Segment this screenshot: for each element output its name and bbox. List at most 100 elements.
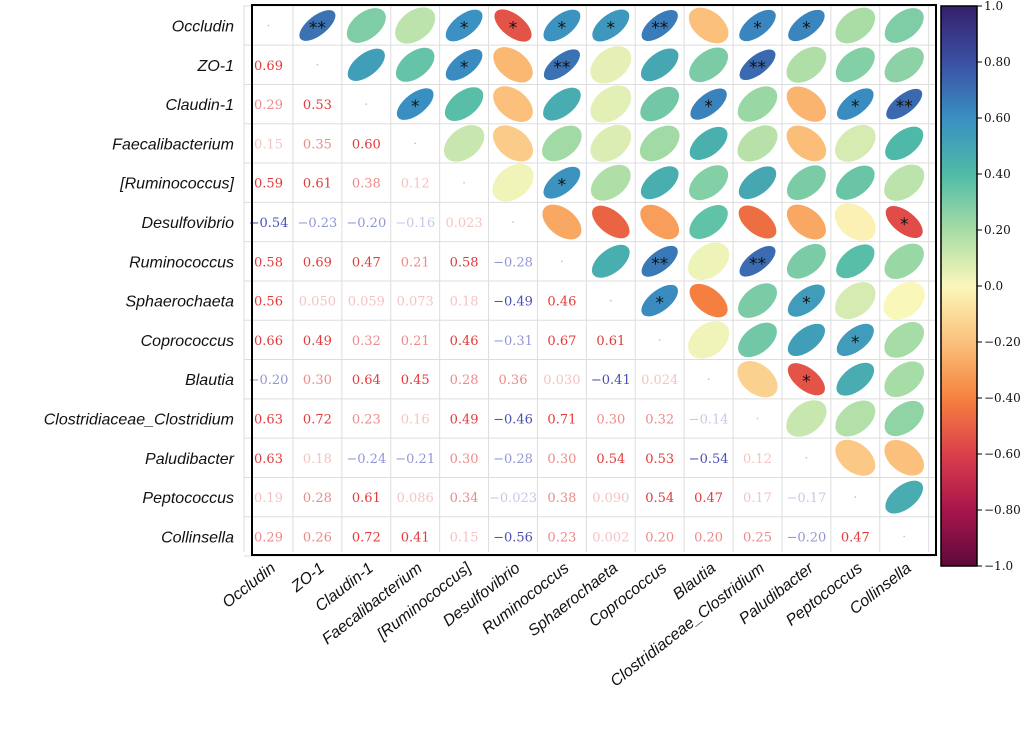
correlation-ellipse xyxy=(883,281,925,320)
correlation-ellipse xyxy=(688,242,730,281)
significance-star: * xyxy=(704,97,713,117)
correlation-ellipse xyxy=(690,88,727,120)
correlation-ellipse xyxy=(836,88,874,120)
correlation-ellipse xyxy=(395,7,436,44)
diagonal-dot xyxy=(610,299,612,302)
correlation-ellipse xyxy=(885,205,923,239)
colorbar-tick-label: 0.40 xyxy=(984,167,1011,181)
cell-value-label: −0.54 xyxy=(249,216,289,231)
cell-value-label: 0.58 xyxy=(450,255,479,270)
row-label: Ruminococcus xyxy=(129,254,234,271)
cell-value-label: 0.030 xyxy=(543,373,580,388)
cell-value-label: 0.46 xyxy=(450,334,479,349)
correlation-ellipse xyxy=(835,439,876,476)
cell-value-label: 0.54 xyxy=(645,491,674,506)
correlation-ellipse xyxy=(592,205,630,239)
correlation-ellipse xyxy=(884,164,925,201)
cell-value-label: −0.28 xyxy=(493,452,533,467)
cell-value-label: −0.20 xyxy=(786,530,826,545)
correlation-ellipse xyxy=(590,124,632,162)
cell-value-label: 0.66 xyxy=(254,334,283,349)
colorbar-tick-label: 1.0 xyxy=(984,0,1003,13)
row-label: ZO-1 xyxy=(197,58,234,75)
cell-value-label: 0.16 xyxy=(401,413,430,428)
cell-value-label: 0.46 xyxy=(547,295,576,310)
correlation-ellipse xyxy=(590,85,632,123)
cell-value-label: 0.29 xyxy=(254,98,283,113)
cell-value-label: 0.38 xyxy=(352,177,381,192)
row-label: Paludibacter xyxy=(145,451,235,468)
significance-star: * xyxy=(460,58,469,78)
colorbar-tick-label: −1.0 xyxy=(984,559,1013,573)
cell-value-label: −0.24 xyxy=(346,452,386,467)
cell-value-label: 0.47 xyxy=(352,255,381,270)
diagonal-dot xyxy=(316,64,319,66)
correlation-ellipse xyxy=(786,86,827,122)
row-label: Claudin-1 xyxy=(166,97,234,114)
correlation-ellipse xyxy=(835,124,876,162)
cell-value-label: 0.38 xyxy=(547,491,576,506)
correlation-ellipse xyxy=(884,243,924,279)
correlation-ellipse xyxy=(786,400,827,437)
cell-value-label: 0.45 xyxy=(401,373,430,388)
cell-value-label: 0.63 xyxy=(254,452,283,467)
cell-value-label: 0.67 xyxy=(547,334,576,349)
colorbar-tick-label: 0.60 xyxy=(984,111,1011,125)
correlation-ellipse xyxy=(689,126,728,160)
correlation-ellipse xyxy=(689,165,729,201)
row-label: Sphaerochaeta xyxy=(125,294,234,311)
correlation-ellipse xyxy=(835,47,875,83)
significance-star: * xyxy=(655,294,664,314)
correlation-ellipse xyxy=(886,88,923,120)
cell-value-label: −0.14 xyxy=(689,413,729,428)
correlation-ellipse xyxy=(395,47,435,82)
cell-value-label: 0.30 xyxy=(547,452,576,467)
correlation-ellipse xyxy=(739,246,776,277)
correlation-ellipse xyxy=(739,9,776,42)
cell-value-label: −0.16 xyxy=(395,216,435,231)
correlation-ellipse xyxy=(737,86,778,122)
cell-value-label: 0.21 xyxy=(401,255,430,270)
correlation-ellipse xyxy=(738,166,777,200)
correlation-ellipse xyxy=(737,361,778,398)
row-label: Blautia xyxy=(185,372,234,389)
cell-value-label: −0.17 xyxy=(786,491,826,506)
correlation-ellipse xyxy=(689,204,728,240)
correlation-ellipse xyxy=(739,49,776,81)
correlation-ellipse xyxy=(835,7,876,44)
cell-value-label: 0.15 xyxy=(254,137,283,152)
correlation-ellipse xyxy=(640,204,680,240)
cell-value-label: 0.53 xyxy=(303,98,332,113)
correlation-ellipse xyxy=(396,88,434,120)
cell-value-label: 0.23 xyxy=(547,530,576,545)
cell-value-label: 0.073 xyxy=(397,295,434,310)
cell-value-label: −0.20 xyxy=(249,373,289,388)
diagonal-dot xyxy=(512,221,514,223)
correlation-ellipse xyxy=(787,363,825,396)
cell-value-label: −0.49 xyxy=(493,295,533,310)
cell-value-label: 0.26 xyxy=(303,530,332,545)
cell-value-label: 0.024 xyxy=(641,373,678,388)
correlation-ellipse xyxy=(639,125,680,162)
cell-value-label: −0.21 xyxy=(395,452,435,467)
cell-value-label: 0.050 xyxy=(299,295,336,310)
cell-value-label: 0.36 xyxy=(499,373,528,388)
cell-value-label: 0.20 xyxy=(645,530,674,545)
correlation-ellipse xyxy=(543,166,581,199)
correlation-ellipse xyxy=(688,7,729,44)
correlation-ellipse xyxy=(590,46,632,84)
cell-value-label: 0.18 xyxy=(450,295,479,310)
cell-value-label: 0.086 xyxy=(397,491,434,506)
cell-value-label: 0.059 xyxy=(348,295,385,310)
cell-value-label: 0.32 xyxy=(352,334,381,349)
diagonal-dot xyxy=(267,24,270,27)
correlation-ellipse xyxy=(492,163,534,202)
correlation-ellipse xyxy=(689,47,729,83)
diagonal-dot xyxy=(658,339,661,341)
cell-value-label: −0.56 xyxy=(493,530,533,545)
correlation-ellipse xyxy=(835,282,876,320)
correlation-ellipse xyxy=(640,48,679,82)
row-label: [Ruminococcus] xyxy=(119,176,234,193)
significance-star: ** xyxy=(651,254,668,274)
cell-value-label: 0.12 xyxy=(401,177,430,192)
